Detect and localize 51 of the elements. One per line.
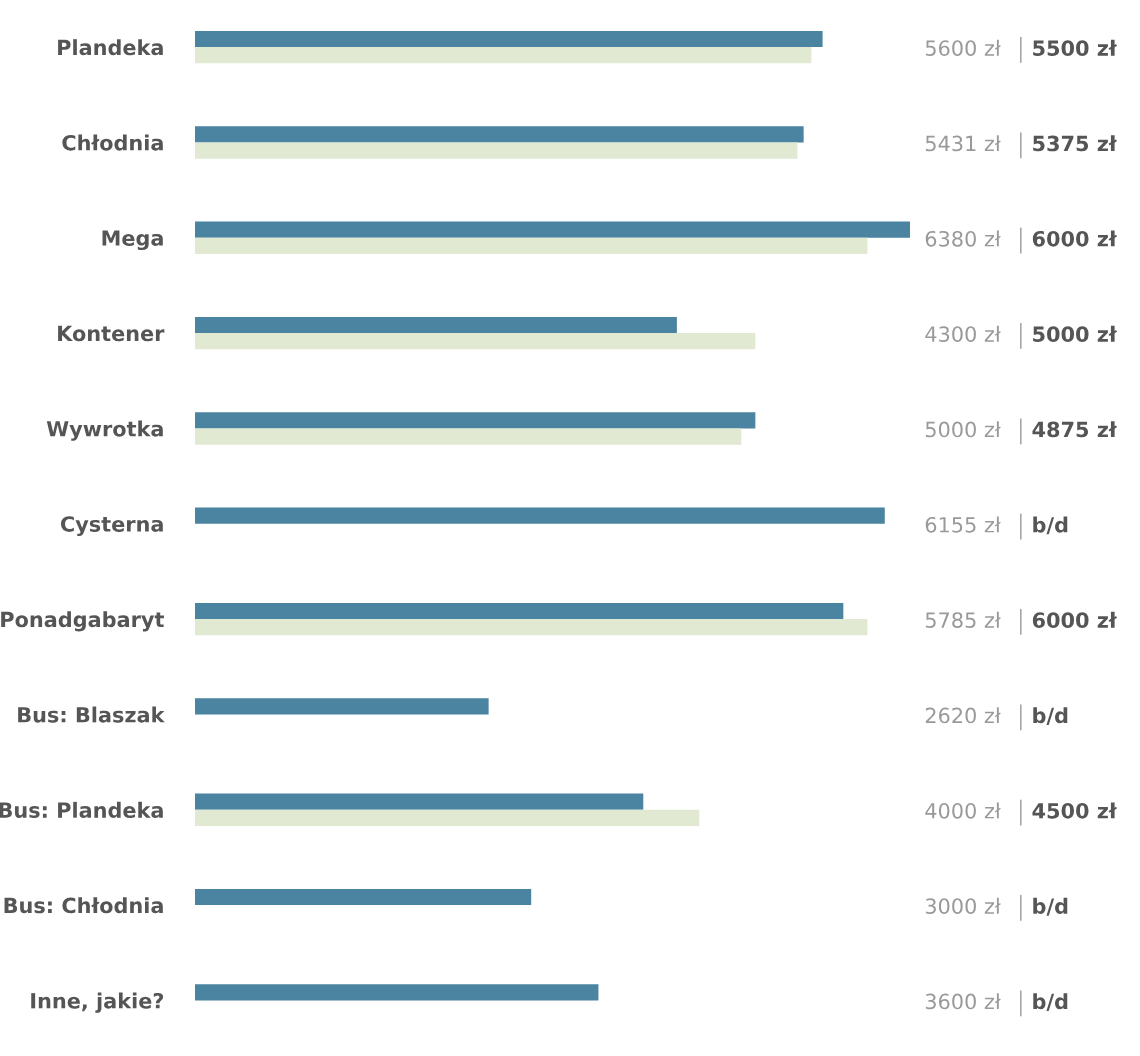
y-tick-label: Ponadgabaryt [1,611,164,632]
data-label: 5375 zł [1033,135,1118,152]
data-label: 3000 zł [925,897,1001,914]
bar [195,793,644,810]
bar [195,126,804,143]
data-label: 5500 zł [1033,39,1118,56]
bar [195,30,823,48]
data-label: 2620 zł [925,707,1001,724]
data-label: 6000 zł [1032,230,1118,247]
text: b/d [1033,707,1068,725]
bar [195,698,489,715]
y-tick-label: Chłodnia [62,134,163,151]
bar [195,984,599,1001]
bar [195,142,798,159]
y-tick-label: Cysterna [60,516,163,537]
bar [195,316,677,334]
data-label: 6155 zł [925,516,1001,533]
data-label: 6000 zł [1032,611,1118,628]
bar [195,237,868,254]
bar [195,602,844,620]
data-label: 5785 zł [925,611,1001,628]
bar [195,333,756,350]
data-label: 5431 zł [925,135,1001,152]
data-label: 4875 zł [1032,421,1118,438]
data-label: 4500 zł [1032,802,1118,819]
text: b/d [1033,993,1068,1011]
bar [195,507,885,524]
text: b/d [1033,516,1068,535]
data-label: 5000 zł [1033,325,1118,342]
bar [195,221,910,238]
y-tick-label: Inne, jakie? [31,992,164,1013]
bar [195,412,756,429]
text: b/d [1033,897,1068,916]
data-label: 5600 zł [925,39,1001,56]
bar [195,47,812,64]
data-label: 3600 zł [925,993,1001,1010]
data-label: 6380 zł [925,230,1001,247]
data-label: 5000 zł [925,421,1001,438]
y-tick-label: Plandeka [58,39,163,56]
bar [195,619,868,636]
bar [195,428,742,445]
y-tick-label: Kontener [58,325,165,342]
y-tick-label: Bus: Chłodnia [4,897,163,914]
y-tick-label: Bus: Plandeka [0,801,163,818]
data-label: 4300 zł [925,325,1001,342]
y-tick-label: Bus: Blaszak [18,706,165,723]
y-tick-label: Wywrotka [46,420,163,441]
bar [195,888,532,906]
data-label: 4000 zł [925,802,1001,819]
y-tick-label: Mega [102,230,163,251]
bar [195,809,700,826]
